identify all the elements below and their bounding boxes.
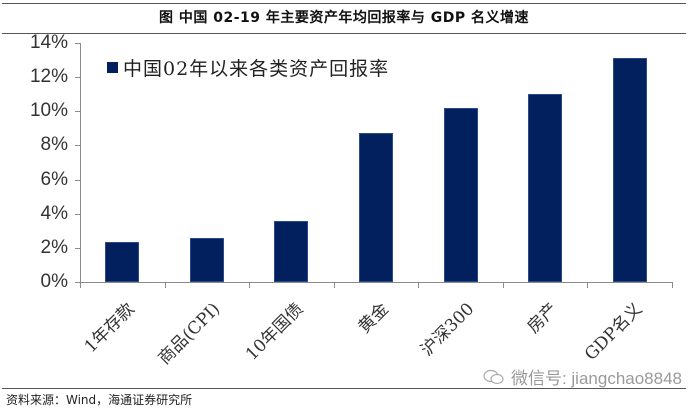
x-tick [334,282,335,288]
x-category-label: 1年存款 [80,299,139,358]
figure-title: 图 中国 02-19 年主要资产年均回报率与 GDP 名义增速 [158,10,530,26]
x-category-label: 沪深300 [417,299,479,361]
x-category-label: GDP名义 [580,299,647,365]
x-tick [503,282,504,288]
x-category-label: 10年国债 [241,299,308,365]
y-tick [75,248,80,249]
bar-0 [105,242,139,282]
bottom-rule [2,388,686,389]
y-tick-label: 8% [40,134,68,155]
bar-5 [528,94,562,282]
legend: 中国02年以来各类资产回报率 [107,54,389,81]
x-tick [249,282,250,288]
x-category-label: 黄金 [354,299,393,338]
y-tick [75,111,80,112]
x-category-label: 房产 [523,299,562,338]
x-tick [418,282,419,288]
y-tick-label: 12% [29,66,68,87]
y-tick [75,282,80,283]
title-rule [2,33,686,34]
y-tick [75,214,80,215]
watermark: 微信号: jiangchao8848 [483,364,682,389]
y-tick [75,77,80,78]
y-tick-label: 2% [40,237,68,258]
x-category-label: 商品(CPI) [154,299,225,369]
x-tick [672,282,673,288]
y-tick [75,43,80,44]
bar-1 [190,238,224,282]
y-tick-label: 6% [40,169,68,190]
bar-4 [444,108,478,282]
x-tick [80,282,81,288]
wechat-icon [483,369,504,384]
y-tick-label: 0% [40,271,68,292]
source-note: 资料来源：Wind，海通证券研究所 [6,393,193,407]
y-tick [75,180,80,181]
top-rule [2,3,686,4]
x-tick [165,282,166,288]
y-tick-label: 14% [29,32,68,53]
legend-label: 中国02年以来各类资产回报率 [123,58,390,80]
x-axis [80,282,672,283]
y-tick-label: 4% [40,203,68,224]
bar-3 [359,133,393,282]
bar-6 [613,58,647,282]
x-tick [587,282,588,288]
y-axis [80,43,81,283]
bar-2 [274,221,308,282]
y-tick [75,145,80,146]
legend-swatch [107,62,118,73]
y-tick-label: 10% [29,100,68,121]
watermark-text: 微信号: jiangchao8848 [510,369,682,388]
